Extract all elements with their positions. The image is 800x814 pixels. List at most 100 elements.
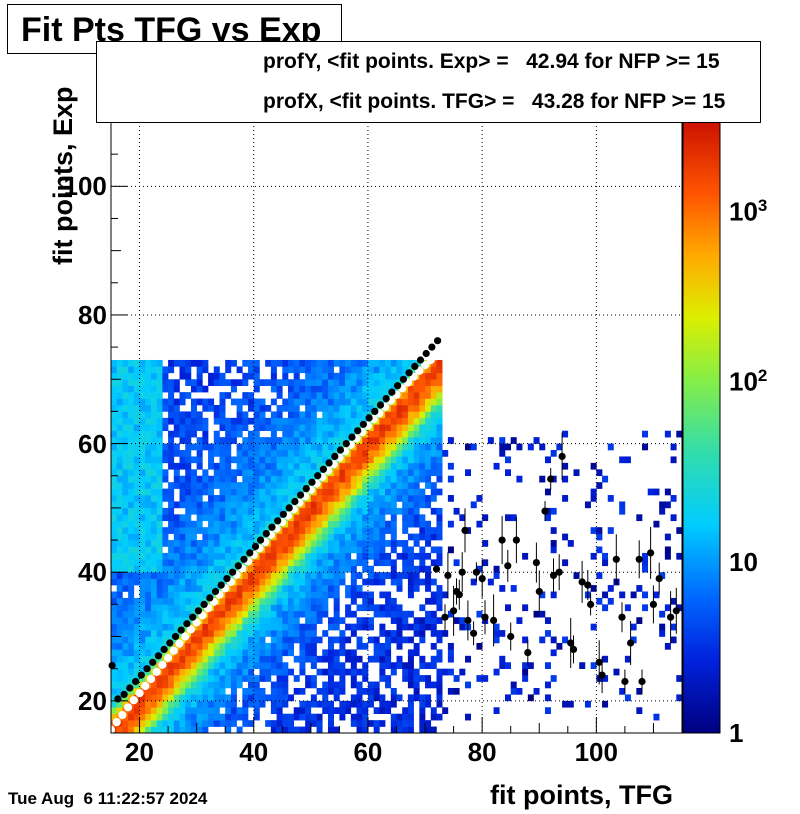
heatmap-cell <box>659 630 666 637</box>
heatmap-cell <box>362 578 369 586</box>
heatmap-cell <box>185 488 192 496</box>
profX-point <box>498 536 506 544</box>
heatmap-cell <box>111 604 118 612</box>
heatmap-cell <box>276 707 283 714</box>
heatmap-cell <box>145 604 152 612</box>
heatmap-cell <box>150 649 157 657</box>
heatmap-cell <box>333 379 340 386</box>
heatmap-cell <box>379 430 386 438</box>
heatmap-cell <box>670 495 677 502</box>
heatmap-cell <box>390 475 397 483</box>
heatmap-cell <box>299 578 306 586</box>
heatmap-cell <box>362 707 369 714</box>
profY-point <box>118 710 127 720</box>
heatmap-cell <box>265 520 272 528</box>
heatmap-cell <box>430 707 437 714</box>
heatmap-cell <box>145 495 152 502</box>
heatmap-cell <box>139 527 146 534</box>
heatmap-cell <box>236 675 243 682</box>
heatmap-cell <box>225 495 232 502</box>
heatmap-cell <box>288 559 295 567</box>
heatmap-cell <box>196 379 203 386</box>
heatmap-cell <box>402 668 409 676</box>
heatmap-cell <box>116 565 123 573</box>
heatmap-cell <box>145 450 152 457</box>
heatmap-cell <box>310 392 317 399</box>
heatmap-cell <box>339 398 346 406</box>
heatmap-cell <box>425 578 432 586</box>
heatmap-cell <box>596 469 603 477</box>
heatmap-cell <box>539 475 546 483</box>
heatmap-cell <box>310 597 317 605</box>
heatmap-cell <box>202 546 209 554</box>
heatmap-cell <box>242 572 249 579</box>
heatmap-cell <box>339 482 346 489</box>
heatmap-cell <box>362 713 369 721</box>
heatmap-cell <box>202 366 209 374</box>
heatmap-cell <box>173 707 180 714</box>
heatmap-cell <box>162 495 169 502</box>
heatmap-cell <box>139 379 146 386</box>
heatmap-cell <box>293 533 300 541</box>
profX-point <box>200 600 208 609</box>
heatmap-cell <box>373 694 380 702</box>
heatmap-cell <box>116 559 123 567</box>
heatmap-cell <box>270 604 277 612</box>
heatmap-cell <box>179 604 186 612</box>
heatmap-cell <box>327 488 334 496</box>
heatmap-cell <box>316 398 323 406</box>
heatmap-cell <box>305 559 312 567</box>
heatmap-cell <box>179 559 186 567</box>
heatmap-cell <box>339 411 346 419</box>
heatmap-cell <box>373 610 380 618</box>
heatmap-cell <box>322 687 329 695</box>
heatmap-cell <box>305 462 312 470</box>
heatmap-cell <box>162 623 169 631</box>
heatmap-cell <box>270 462 277 470</box>
heatmap-cell <box>362 540 369 547</box>
heatmap-cell <box>419 462 426 470</box>
heatmap-cell <box>230 610 237 618</box>
heatmap-cell <box>230 417 237 425</box>
heatmap-cell <box>265 623 272 631</box>
heatmap-cell <box>225 456 232 464</box>
heatmap-cell <box>145 462 152 470</box>
heatmap-cell <box>242 359 249 367</box>
heatmap-cell <box>253 430 260 438</box>
heatmap-cell <box>162 565 169 573</box>
heatmap-cell <box>419 372 426 380</box>
heatmap-cell <box>230 713 237 721</box>
heatmap-cell <box>407 585 414 592</box>
heatmap-cell <box>122 379 129 386</box>
heatmap-cell <box>122 668 129 676</box>
heatmap-cell <box>111 681 118 689</box>
heatmap-cell <box>116 726 123 734</box>
heatmap-cell <box>487 578 494 586</box>
heatmap-cell <box>282 610 289 618</box>
heatmap-cell <box>322 392 329 399</box>
heatmap-cell <box>202 642 209 650</box>
heatmap-cell <box>259 552 266 560</box>
heatmap-cell <box>122 488 129 496</box>
heatmap-cell <box>436 366 443 374</box>
heatmap-cell <box>173 514 180 522</box>
heatmap-cell <box>162 726 169 734</box>
heatmap-cell <box>419 417 426 425</box>
heatmap-cell <box>425 533 432 541</box>
heatmap-cell <box>150 578 157 586</box>
heatmap-cell <box>288 359 295 367</box>
heatmap-cell <box>196 565 203 573</box>
heatmap-cell <box>379 495 386 502</box>
heatmap-cell <box>305 501 312 509</box>
heatmap-cell <box>190 533 197 541</box>
heatmap-cell <box>150 707 157 714</box>
heatmap-cell <box>116 578 123 586</box>
heatmap-cell <box>333 687 340 695</box>
heatmap-cell <box>116 437 123 444</box>
heatmap-cell <box>128 533 135 541</box>
heatmap-cell <box>293 630 300 637</box>
heatmap-cell <box>128 552 135 560</box>
heatmap-cell <box>413 533 420 541</box>
heatmap-cell <box>145 687 152 695</box>
heatmap-cell <box>225 514 232 522</box>
